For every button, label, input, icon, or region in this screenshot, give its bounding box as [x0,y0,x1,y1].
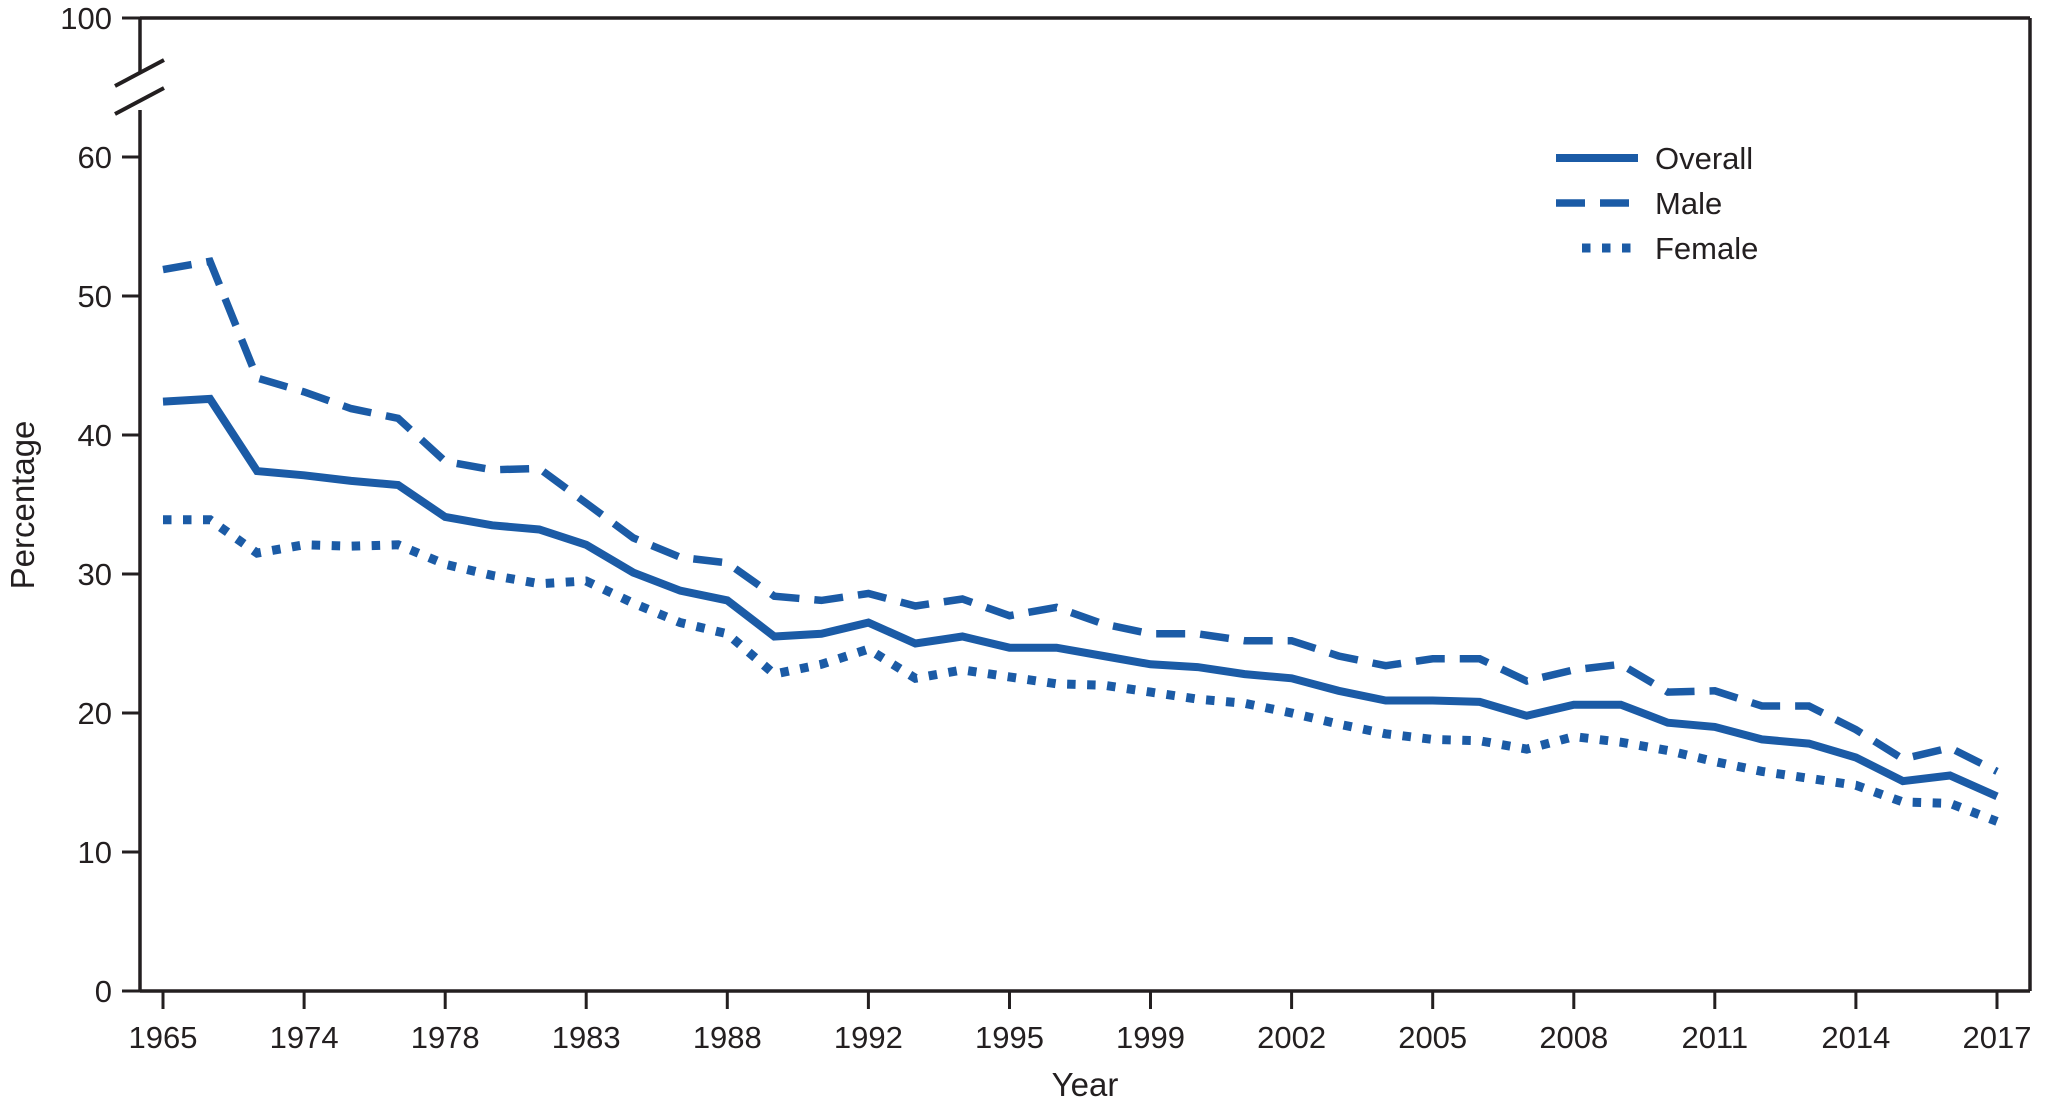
x-tick-label: 2002 [1257,1020,1326,1055]
x-tick-label: 1995 [975,1020,1044,1055]
y-tick-label: 20 [78,696,112,731]
axis-ticks-layer: 1965 1974 1978 1983 1988 1992 1995 1999 2002 2005… [60,1,2031,1055]
series-male-line [162,257,1999,775]
plot-frame [138,16,2032,993]
x-tick-label: 1974 [270,1020,339,1055]
x-tick-label: 1983 [552,1020,621,1055]
break-slash-upper [114,58,165,88]
legend-label-female: Female [1655,231,1758,266]
y-tick-label: 40 [78,418,112,453]
legend-label-male: Male [1655,186,1722,221]
y-axis-break-icon [114,58,165,116]
y-tick-label: 60 [78,140,112,175]
legend-item-overall: Overall [1556,141,1753,176]
y-tick-label: 100 [60,1,112,36]
series-overall-line [162,394,1999,801]
y-tick-label: 0 [95,974,112,1009]
x-tick-label: 1999 [1116,1020,1185,1055]
y-tick-label: 30 [78,557,112,592]
legend-item-male: Male [1556,186,1722,221]
x-tick-label: 2011 [1681,1020,1748,1055]
y-axis-title: Percentage [4,421,41,590]
legend-label-overall: Overall [1655,141,1753,176]
x-tick-label: 2008 [1539,1020,1608,1055]
break-slash-lower [114,86,165,116]
data-series-layer [162,257,1999,826]
x-tick-label: 1978 [411,1020,480,1055]
x-tick-label: 2005 [1398,1020,1467,1055]
series-female-line [163,515,1999,826]
x-axis-title: Year [1052,1066,1119,1103]
y-tick-label: 10 [78,835,112,870]
legend: Overall Male Female [1556,141,1758,266]
x-tick-label: 1992 [834,1020,903,1055]
x-tick-label: 1988 [693,1020,762,1055]
x-tick-label: 2014 [1821,1020,1890,1055]
legend-item-female: Female [1582,231,1758,266]
y-tick-label: 50 [78,279,112,314]
x-tick-label: 2017 [1963,1020,2032,1055]
x-tick-label: 1965 [129,1020,198,1055]
